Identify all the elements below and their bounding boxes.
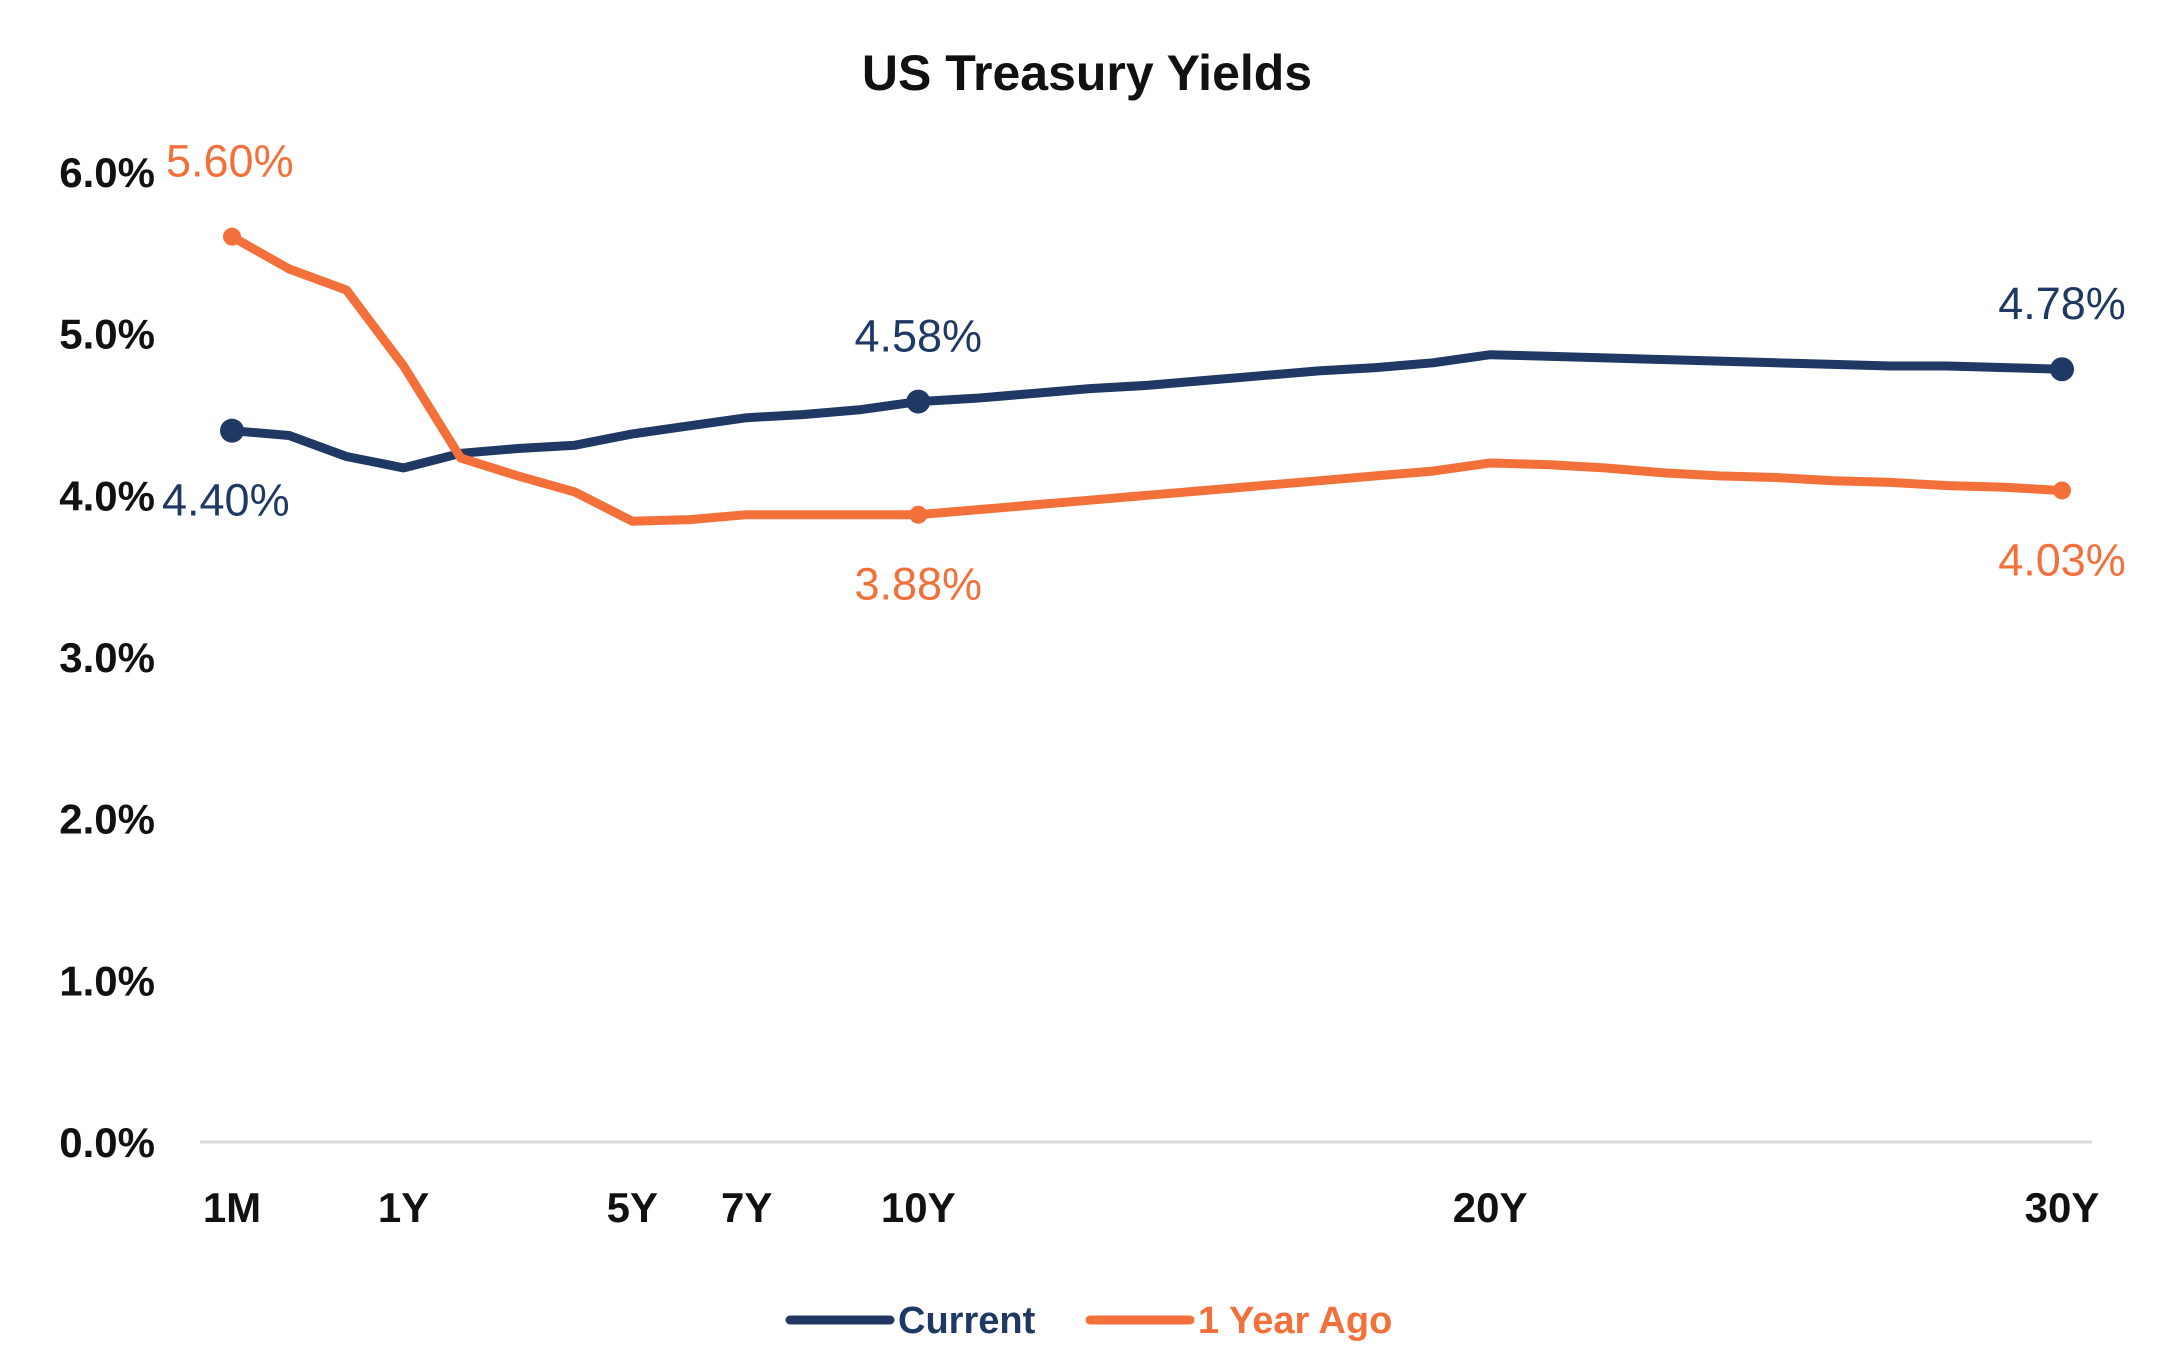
- series-lines: [227, 232, 2067, 526]
- x-tick-label: 1Y: [378, 1184, 429, 1231]
- series-line-0: [227, 350, 2067, 473]
- x-tick-label: 7Y: [721, 1184, 772, 1231]
- series-line-1: [227, 232, 2067, 526]
- x-tick-label: 10Y: [881, 1184, 956, 1231]
- data-label: 4.58%: [854, 311, 982, 362]
- x-tick-label: 1M: [203, 1184, 261, 1231]
- x-tick-label: 5Y: [607, 1184, 658, 1231]
- data-label: 5.60%: [166, 136, 294, 187]
- y-tick-label: 4.0%: [59, 472, 155, 519]
- data-point-marker: [906, 389, 931, 414]
- data-label: 4.03%: [1998, 534, 2126, 585]
- y-tick-label: 3.0%: [59, 634, 155, 681]
- data-point-marker: [223, 227, 241, 246]
- y-tick-label: 0.0%: [59, 1119, 155, 1166]
- x-tick-label: 30Y: [2025, 1184, 2100, 1231]
- data-point-marker: [2050, 357, 2074, 382]
- data-point-marker: [2053, 481, 2071, 500]
- data-label: 3.88%: [854, 559, 982, 610]
- y-tick-label: 6.0%: [59, 149, 155, 196]
- data-point-marker: [220, 418, 244, 443]
- legend-label: Current: [898, 1300, 1036, 1342]
- y-tick-label: 5.0%: [59, 311, 155, 358]
- data-label: 4.78%: [1998, 278, 2126, 329]
- legend: Current 1 Year Ago: [785, 1300, 1392, 1342]
- axes: 0.0% 1.0% 2.0% 3.0% 4.0% 5.0% 6.0% 1M 1Y 5Y 7Y 10Y 2…: [59, 149, 2099, 1231]
- data-point-marker: [909, 505, 928, 524]
- chart-title: US Treasury Yields: [862, 45, 1312, 101]
- y-tick-label: 1.0%: [59, 957, 155, 1004]
- data-labels: 4.40% 4.58% 4.78% 5.60% 3.88% 4.03%: [162, 136, 2126, 610]
- data-markers: [220, 227, 2074, 524]
- y-tick-label: 2.0%: [59, 796, 155, 843]
- legend-label: 1 Year Ago: [1198, 1300, 1392, 1342]
- x-tick-label: 20Y: [1453, 1184, 1528, 1231]
- data-label: 4.40%: [162, 475, 290, 526]
